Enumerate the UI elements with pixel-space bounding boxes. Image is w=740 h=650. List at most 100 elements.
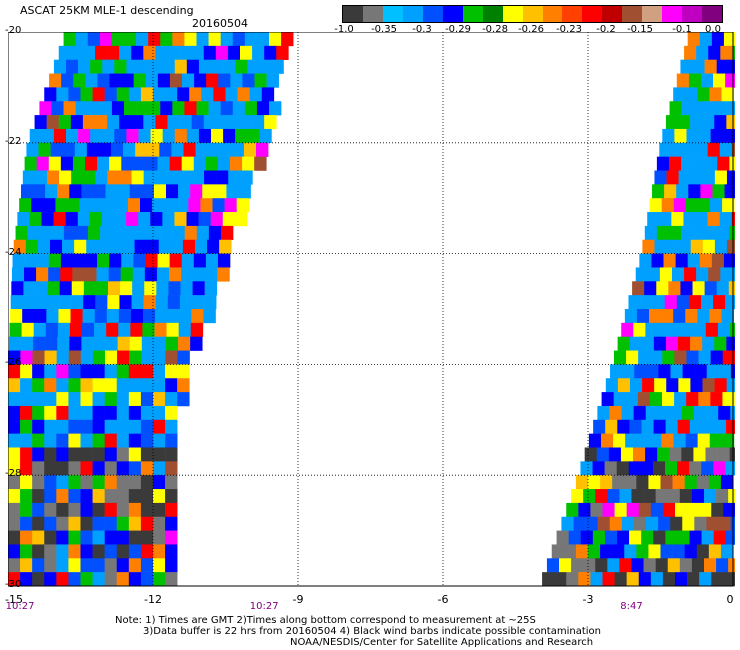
swath-cell	[104, 530, 118, 545]
swath-cell	[269, 101, 282, 116]
swath-cell	[665, 419, 679, 434]
swath-cell	[620, 447, 634, 462]
swath-cell	[62, 239, 75, 254]
swath-cell	[8, 475, 21, 490]
swath-cell	[33, 322, 47, 337]
swath-cell	[140, 378, 154, 393]
swath-cell	[107, 281, 121, 296]
swath-cell	[153, 419, 166, 434]
swath-cell	[44, 364, 57, 379]
swath-cell	[224, 198, 237, 213]
swath-cell	[83, 170, 96, 185]
swath-cell	[153, 433, 166, 448]
swath-cell	[80, 572, 93, 587]
swath-cell	[723, 253, 735, 268]
swath-cell	[153, 461, 166, 476]
swath-cell	[124, 225, 137, 241]
swath-cell	[107, 115, 120, 130]
swath-cell	[136, 32, 149, 47]
swath-cell	[83, 281, 97, 296]
swath-cell	[120, 281, 133, 296]
swath-cell	[148, 32, 161, 47]
swath-cell	[718, 405, 731, 421]
swath-cell	[80, 433, 93, 448]
swath-cell	[165, 336, 179, 351]
swath-cell	[626, 502, 640, 518]
swath-cell	[650, 502, 664, 518]
swath-cell	[153, 184, 167, 199]
swath-cell	[117, 336, 131, 351]
swath-cell	[116, 572, 130, 587]
swath-cell	[124, 101, 137, 116]
swath-cell	[604, 461, 617, 476]
swath-cell	[638, 350, 651, 365]
swath-cell	[53, 212, 66, 227]
swath-cell	[102, 128, 115, 144]
swath-cell	[92, 392, 105, 407]
swath-cell	[247, 59, 260, 74]
swath-cell	[729, 225, 735, 241]
swath-cell	[191, 45, 205, 60]
swath-cell	[624, 475, 637, 490]
swath-cell	[104, 544, 118, 559]
swath-cell	[8, 502, 21, 518]
swath-cell	[701, 530, 714, 545]
swath-cell	[126, 59, 139, 74]
swath-cell	[93, 336, 106, 351]
swath-cell	[252, 115, 265, 130]
swath-cell	[655, 489, 669, 504]
swath-cell	[140, 392, 154, 407]
swath-cell	[235, 59, 248, 74]
swath-cell	[140, 419, 154, 434]
swath-cell	[8, 447, 21, 462]
swath-cell	[214, 184, 227, 199]
swath-cell	[32, 530, 45, 545]
swath-cell	[561, 516, 574, 531]
swath-cell	[49, 73, 62, 88]
swath-cell	[132, 267, 146, 282]
swath-cell	[264, 115, 277, 130]
swath-cell	[679, 489, 693, 504]
swath-cell	[153, 336, 167, 351]
swath-cell	[104, 87, 118, 102]
swath-cell	[80, 489, 93, 504]
swath-cell	[638, 572, 652, 587]
swath-cell	[573, 516, 586, 531]
swath-cell	[157, 253, 170, 268]
note-line-2: 3)Data buffer is 22 hrs from 20160504 4)…	[143, 626, 601, 637]
swath-cell	[729, 447, 735, 462]
swath-cell	[717, 447, 730, 462]
swath-cell	[641, 530, 654, 545]
swath-cell	[659, 267, 673, 282]
swath-cell	[692, 59, 705, 74]
swath-cell	[650, 350, 663, 365]
swath-cell	[156, 281, 169, 296]
swath-cell	[133, 73, 147, 88]
swath-cell	[649, 392, 663, 407]
y-tick-label: -22	[5, 135, 22, 147]
swath-cell	[619, 558, 632, 573]
swath-cell	[685, 433, 698, 448]
swath-cell	[194, 239, 208, 254]
swath-cell	[580, 530, 594, 545]
swath-cell	[138, 59, 151, 74]
swath-cell	[106, 322, 119, 337]
swath-cell	[56, 544, 69, 559]
colorbar-label: -0.2	[596, 24, 616, 35]
swath-cell	[104, 558, 118, 573]
swath-cell	[68, 516, 81, 531]
swath-cell	[681, 322, 695, 337]
swath-cell	[150, 212, 163, 227]
swath-cell	[157, 73, 171, 88]
swath-cell	[117, 350, 130, 365]
swath-cell	[131, 295, 144, 310]
swath-cell	[689, 461, 702, 476]
swath-cell	[22, 170, 36, 185]
swath-cell	[663, 253, 676, 268]
swath-cell	[81, 336, 94, 351]
swath-cell	[671, 142, 684, 157]
swath-cell	[32, 461, 45, 476]
swath-cell	[211, 59, 224, 74]
swath-cell	[58, 115, 72, 130]
swath-cell	[613, 350, 627, 365]
